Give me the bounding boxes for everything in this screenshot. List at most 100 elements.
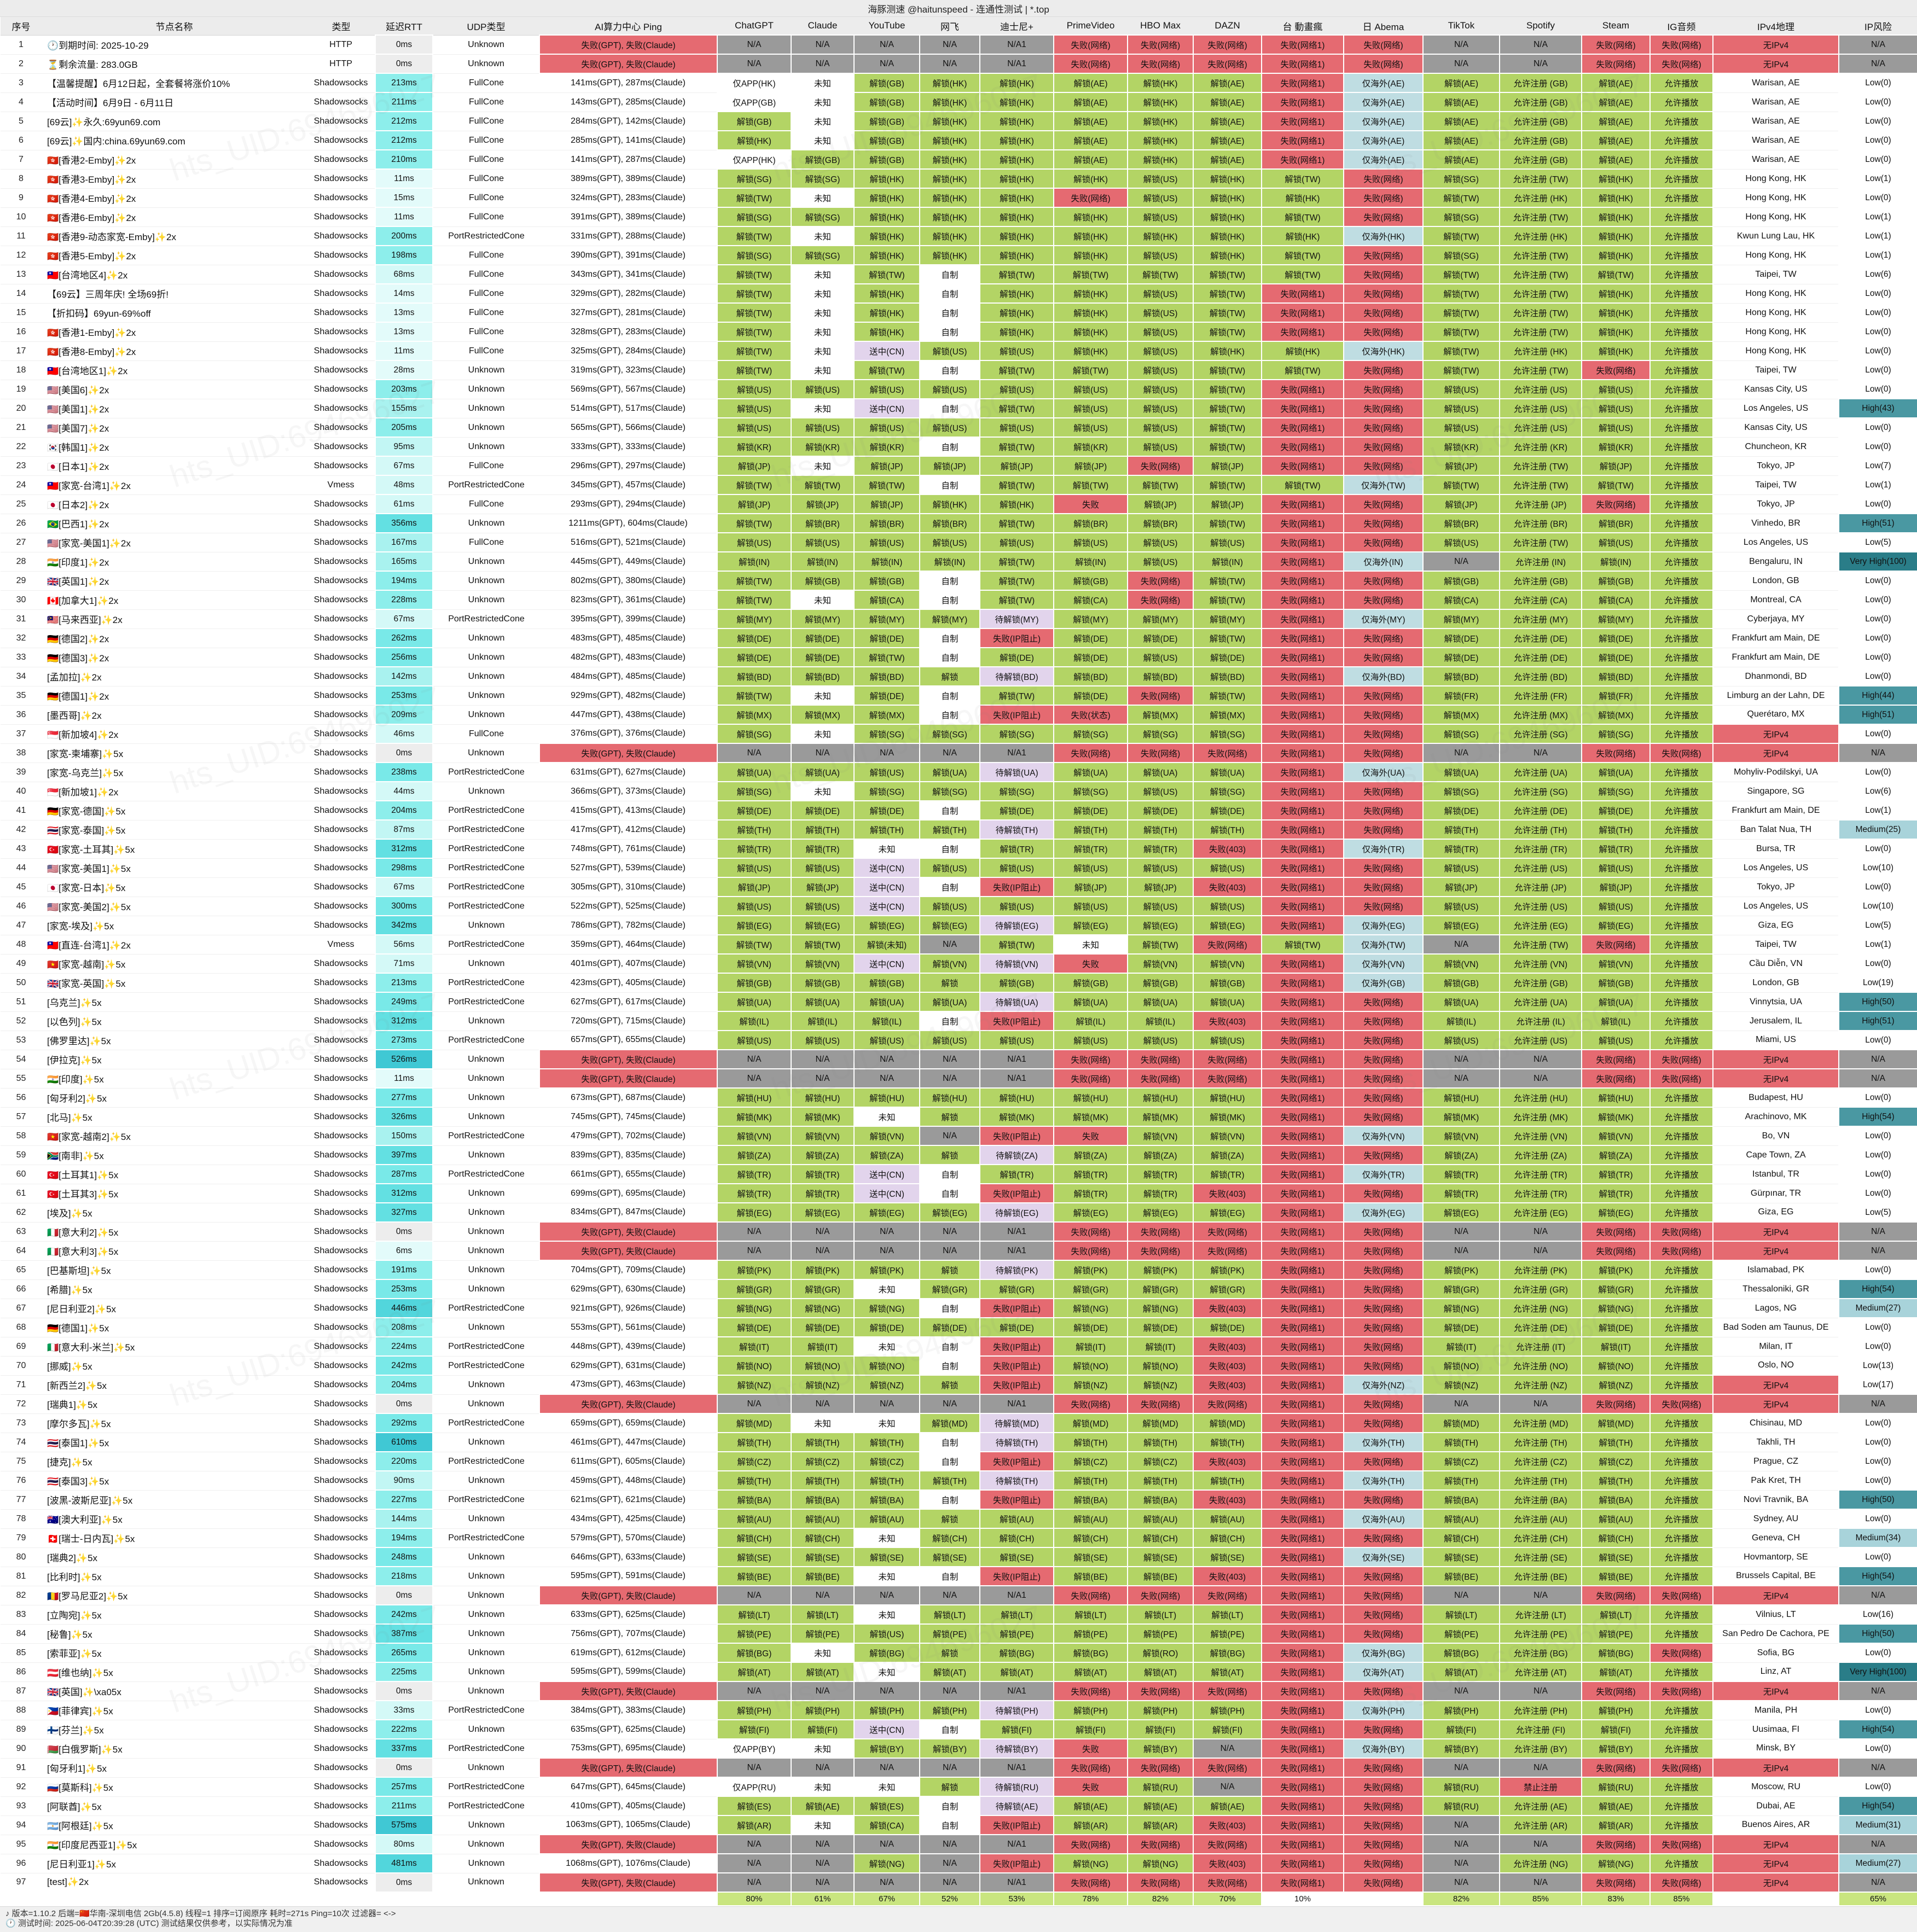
- cell-claude: N/A: [791, 743, 855, 763]
- cell-steam: 解锁(HK): [1581, 226, 1651, 246]
- cell-ai-ping: 423ms(GPT), 405ms(Claude): [539, 973, 717, 993]
- table-row: 59 🇿🇦[南非]✨5x Shadowsocks 397ms Unknown 839ms(…: [1, 1145, 1917, 1165]
- cell-udp-type: Unknown: [433, 954, 539, 974]
- cell-hbomax: 解锁(TR): [1127, 839, 1194, 859]
- cell-youtube: N/A: [853, 1049, 920, 1069]
- cell-type: Shadowsocks: [307, 782, 375, 801]
- cell-rtt: 200ms: [375, 226, 433, 246]
- cell-rtt: 67ms: [375, 609, 433, 629]
- cell-netflix: 解锁(EG): [919, 915, 980, 935]
- column-header-type: 类型: [307, 17, 375, 36]
- cell-ai-ping: 482ms(GPT), 483ms(Claude): [539, 648, 717, 667]
- cell-hbomax: 解锁(US): [1127, 245, 1194, 265]
- cell-dazn: 解锁(US): [1193, 1030, 1262, 1050]
- cell-hbomax: 失败(网络): [1127, 34, 1194, 55]
- cell-ig-audio: 失败(网络): [1649, 1643, 1713, 1663]
- cell-index: 32: [1, 629, 42, 648]
- cell-hbomax: 解锁(US): [1127, 322, 1194, 342]
- cell-netflix: N/A: [919, 1834, 980, 1854]
- cell-steam: 解锁(PE): [1581, 1623, 1651, 1644]
- cell-claude: 未知: [791, 590, 855, 610]
- cell-dazn: 失败(403): [1193, 839, 1262, 859]
- cell-udp-type: Unknown: [433, 1241, 539, 1261]
- cell-disneyplus: 解锁(HK): [979, 226, 1054, 246]
- cell-tw-anime: 失败(网络1): [1261, 1126, 1344, 1146]
- cell-tw-anime: 失败(网络1): [1261, 149, 1344, 170]
- cell-dazn: 解锁(TW): [1193, 571, 1262, 591]
- cell-node-name: 🇭🇰[香港2-Emby]✨2x: [42, 150, 307, 170]
- cell-rtt: 610ms: [375, 1432, 433, 1452]
- cell-primevideo: 解锁(IT): [1053, 1336, 1128, 1357]
- cell-hbomax: 解锁(US): [1127, 437, 1194, 457]
- cell-primevideo: 失败: [1053, 1777, 1128, 1797]
- cell-index: 76: [1, 1471, 42, 1491]
- cell-tiktok: N/A: [1422, 1681, 1500, 1701]
- cell-ig-audio: 失败(网络): [1649, 1221, 1713, 1242]
- cell-hbomax: 解锁(ZA): [1127, 1145, 1194, 1165]
- cell-chatgpt: 解锁(CH): [717, 1528, 792, 1548]
- cell-youtube: 解锁(MY): [853, 609, 920, 629]
- cell-rtt: 71ms: [375, 953, 433, 974]
- cell-steam: 失败(网络): [1581, 360, 1651, 380]
- cell-dazn: 解锁(GR): [1193, 1279, 1262, 1299]
- cell-steam: 解锁(IT): [1581, 1336, 1651, 1357]
- cell-tiktok: 解锁(TW): [1422, 188, 1500, 208]
- cell-spotify: 允许注册 (TW): [1499, 475, 1582, 495]
- summary-percent-disneyplus: 53%: [979, 1892, 1054, 1906]
- cell-type: Shadowsocks: [307, 552, 375, 572]
- cell-index: 34: [1, 667, 42, 686]
- cell-ip-risk: Low(0): [1838, 1451, 1917, 1471]
- cell-claude: 解锁(DE): [791, 800, 855, 820]
- cell-udp-type: Unknown: [433, 648, 539, 667]
- cell-type: Shadowsocks: [307, 1011, 375, 1031]
- cell-netflix: 自制: [919, 264, 980, 284]
- table-row: 4 【活动时间】6月9日 - 6月11日 Shadowsocks 211ms FullC…: [1, 92, 1917, 112]
- cell-disneyplus: 解锁(JP): [979, 456, 1054, 476]
- cell-disneyplus: 失败(IP阻止): [979, 1011, 1054, 1031]
- cell-chatgpt: 解锁(TW): [717, 322, 792, 342]
- table-row: 17 🇭🇰[香港8-Emby]✨2x Shadowsocks 11ms FullCone…: [1, 341, 1917, 361]
- cell-ip-risk: Low(0): [1838, 341, 1917, 361]
- cell-hbomax: 解锁(MY): [1127, 609, 1194, 629]
- cell-ipv4-geo: Montreal, CA: [1713, 590, 1839, 610]
- cell-tw-anime: 失败(网络1): [1261, 1528, 1344, 1548]
- cell-tiktok: 解锁(VN): [1422, 1126, 1500, 1146]
- cell-tiktok: N/A: [1422, 1068, 1500, 1089]
- cell-type: Shadowsocks: [307, 1624, 375, 1644]
- cell-chatgpt: 解锁(TW): [717, 226, 792, 246]
- cell-ai-ping: 345ms(GPT), 457ms(Claude): [539, 475, 717, 495]
- cell-primevideo: 解锁(AE): [1053, 130, 1128, 150]
- cell-udp-type: FullCone: [433, 341, 539, 361]
- summary-percent-rtt: [375, 1892, 433, 1906]
- cell-hbomax: 解锁(TR): [1127, 1164, 1194, 1184]
- cell-steam: 解锁(DE): [1581, 628, 1651, 648]
- cell-ig-audio: 允许播放: [1649, 1470, 1713, 1491]
- cell-ip-risk: Low(13): [1838, 1355, 1917, 1376]
- cell-type: Shadowsocks: [307, 341, 375, 361]
- table-row: 92 🇷🇺[莫斯科]✨5x Shadowsocks 257ms PortRestrict…: [1, 1777, 1917, 1797]
- cell-index: 20: [1, 399, 42, 418]
- cell-ipv4-geo: Chuncheon, KR: [1713, 437, 1839, 457]
- cell-primevideo: 解锁(DE): [1053, 628, 1128, 648]
- cell-claude: 解锁(NO): [791, 1355, 855, 1376]
- cell-jp-abema: 仅海外(BY): [1343, 1738, 1424, 1759]
- cell-node-name: [家宽-埃及]✨5x: [42, 916, 307, 935]
- cell-tw-anime: 失败(网络1): [1261, 1738, 1344, 1759]
- cell-hbomax: 解锁(TW): [1127, 934, 1194, 955]
- cell-tw-anime: 失败(网络1): [1261, 1585, 1344, 1605]
- cell-steam: 失败(网络): [1581, 1394, 1651, 1414]
- cell-ipv4-geo: Taipei, TW: [1713, 935, 1839, 955]
- cell-type: Shadowsocks: [307, 188, 375, 208]
- table-row: 35 🇩🇪[德国1]✨2x Shadowsocks 253ms Unknown 929ms…: [1, 685, 1917, 706]
- cell-tiktok: 解锁(IT): [1422, 1336, 1500, 1357]
- cell-index: 80: [1, 1547, 42, 1567]
- cell-rtt: 327ms: [375, 1202, 433, 1223]
- cell-primevideo: 解锁(IL): [1053, 1011, 1128, 1031]
- table-row: 12 🇭🇰[香港5-Emby]✨2x Shadowsocks 198ms FullCon…: [1, 245, 1917, 265]
- cell-chatgpt: 解锁(GB): [717, 111, 792, 131]
- cell-ai-ping: 553ms(GPT), 561ms(Claude): [539, 1318, 717, 1337]
- cell-ai-ping: 失败(GPT), 失败(Claude): [539, 743, 718, 763]
- cell-disneyplus: 解锁(US): [979, 341, 1054, 361]
- cell-ip-risk: Low(0): [1838, 762, 1917, 782]
- cell-tiktok: 解锁(IL): [1422, 1011, 1500, 1031]
